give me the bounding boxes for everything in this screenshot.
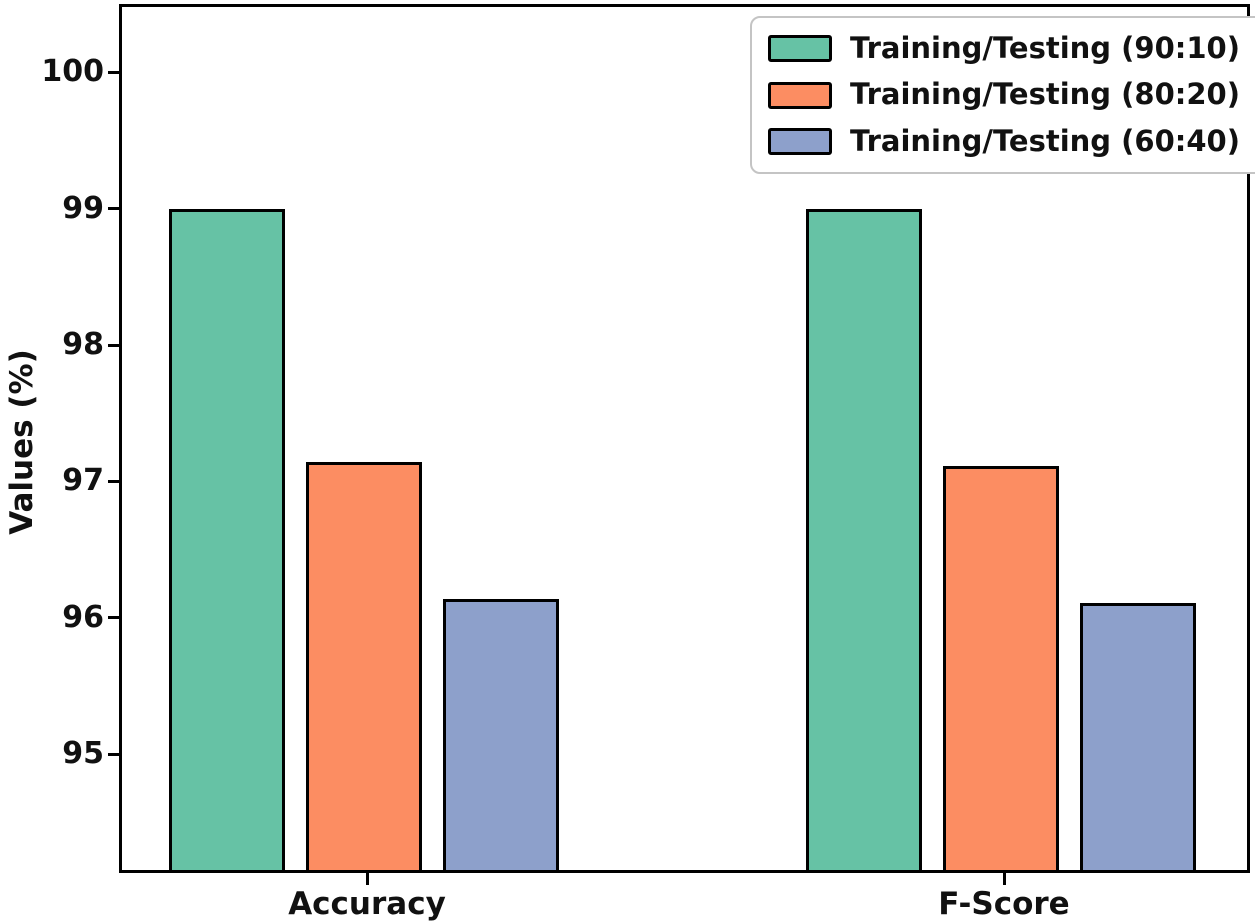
y-tick-label: 97	[62, 463, 104, 499]
y-tick-label: 96	[62, 599, 104, 635]
x-tick-mark	[365, 873, 369, 885]
legend-swatch	[768, 127, 832, 155]
y-tick-mark	[108, 479, 119, 483]
bar-f-score-series-0	[806, 208, 922, 870]
bar-accuracy-series-1	[306, 462, 422, 870]
legend-item: Training/Testing (80:20)	[768, 77, 1240, 112]
legend: Training/Testing (90:10) Training/Testing…	[750, 16, 1255, 175]
legend-label: Training/Testing (80:20)	[850, 77, 1240, 112]
x-category-label: Accuracy	[288, 886, 446, 922]
y-tick-mark	[108, 616, 119, 620]
legend-item: Training/Testing (60:40)	[768, 123, 1240, 158]
y-tick-mark	[108, 343, 119, 347]
y-tick-mark	[108, 70, 119, 74]
y-tick-label: 98	[62, 327, 104, 363]
legend-swatch	[768, 81, 832, 109]
legend-item: Training/Testing (90:10)	[768, 31, 1240, 65]
bar-accuracy-series-0	[169, 208, 285, 870]
y-tick-label: 100	[41, 54, 104, 90]
bar-f-score-series-1	[943, 466, 1059, 870]
bar-accuracy-series-2	[443, 598, 559, 870]
bar-f-score-series-2	[1080, 602, 1196, 870]
y-tick-label: 99	[62, 190, 104, 226]
y-tick-label: 95	[62, 736, 104, 772]
x-tick-mark	[1002, 873, 1006, 885]
y-tick-mark	[108, 752, 119, 756]
legend-label: Training/Testing (60:40)	[850, 123, 1240, 158]
y-tick-mark	[108, 207, 119, 211]
x-category-label: F-Score	[938, 886, 1070, 922]
legend-swatch	[768, 35, 832, 63]
legend-label: Training/Testing (90:10)	[850, 31, 1240, 65]
